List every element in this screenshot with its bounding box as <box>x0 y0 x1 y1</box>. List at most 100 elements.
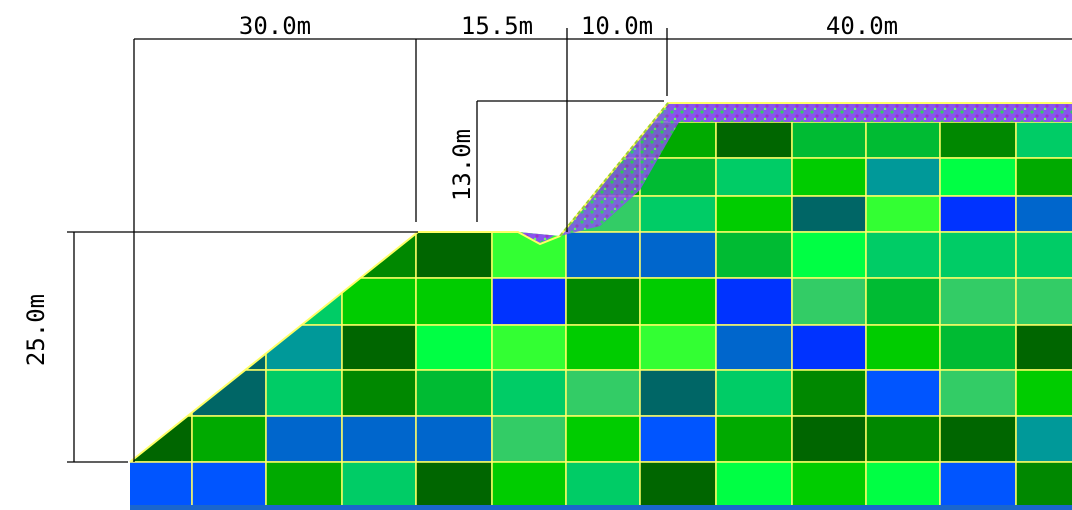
mesh-cell <box>265 369 343 417</box>
mesh-cell <box>130 277 193 326</box>
mesh-cell <box>341 157 417 197</box>
mesh-cell <box>565 461 641 507</box>
mesh-cell <box>1015 461 1072 507</box>
mesh-cell <box>715 121 793 159</box>
mesh-cell <box>565 369 641 417</box>
dimension-lines <box>67 28 1072 463</box>
mesh-cell <box>565 231 641 279</box>
mesh-cell <box>865 121 941 159</box>
mesh-cell <box>791 121 867 159</box>
mesh-cell <box>1015 369 1072 417</box>
mesh-cell <box>939 369 1017 417</box>
mesh-cell <box>265 195 343 233</box>
top-vegetation-band <box>668 103 1072 122</box>
mesh-cell <box>865 461 941 507</box>
mesh-cell <box>341 324 417 371</box>
mesh-cell <box>639 324 717 371</box>
mesh-cell <box>1015 324 1072 371</box>
dim-label-10m: 10.0m <box>581 12 653 40</box>
mesh-cell <box>565 277 641 326</box>
dim-label-15-5m: 15.5m <box>461 12 533 40</box>
mesh-cell <box>191 461 267 507</box>
mesh-cell <box>715 369 793 417</box>
mesh-cell <box>415 324 493 371</box>
mesh-cell <box>130 195 193 233</box>
mesh-cell <box>715 461 793 507</box>
mesh-cell <box>939 231 1017 279</box>
mesh-cell <box>865 324 941 371</box>
mesh-cell <box>415 415 493 463</box>
mesh-cell <box>341 415 417 463</box>
mesh-cell <box>191 195 267 233</box>
mesh-cell <box>415 461 493 507</box>
mesh-cell <box>865 415 941 463</box>
dim-label-25m: 25.0m <box>22 294 50 366</box>
mesh-cell <box>415 231 493 279</box>
mesh-cell <box>130 461 193 507</box>
mesh-cell <box>1015 121 1072 159</box>
mesh-cell <box>341 277 417 326</box>
mesh-cell <box>939 121 1017 159</box>
mesh-cell <box>791 461 867 507</box>
dim-label-40m: 40.0m <box>826 12 898 40</box>
mesh-cell <box>565 324 641 371</box>
mesh-cell <box>865 369 941 417</box>
mesh-cell <box>191 103 267 123</box>
mesh-cell <box>265 415 343 463</box>
mesh-cell <box>491 369 567 417</box>
mesh-cell <box>341 195 417 233</box>
mesh-cell <box>1015 231 1072 279</box>
mesh-cell <box>565 415 641 463</box>
mesh-cell <box>791 157 867 197</box>
mesh-cell <box>265 103 343 123</box>
mesh-cell <box>939 415 1017 463</box>
mesh-cell <box>491 121 567 159</box>
mesh-cell <box>1015 157 1072 197</box>
mesh-cell <box>1015 415 1072 463</box>
mesh-cell <box>130 121 193 159</box>
slope-face-line <box>559 102 669 237</box>
mesh-cell <box>265 157 343 197</box>
mesh-cell <box>639 415 717 463</box>
mesh-cell <box>791 277 867 326</box>
mesh-cell <box>491 231 567 279</box>
mesh-cell <box>341 103 417 123</box>
mesh-cell <box>715 324 793 371</box>
mesh-cell <box>191 415 267 463</box>
bench-surface-band <box>518 232 560 244</box>
mesh-cell <box>265 461 343 507</box>
mesh-cell <box>1015 195 1072 233</box>
mesh-cell <box>130 324 193 371</box>
slope-surface-band <box>560 103 690 236</box>
mesh-cell <box>939 195 1017 233</box>
mesh-cell <box>130 157 193 197</box>
mesh-cell <box>191 157 267 197</box>
mesh-cell <box>565 103 641 123</box>
mesh-cell <box>865 157 941 197</box>
mesh-cell <box>415 369 493 417</box>
mesh-cell <box>791 195 867 233</box>
mesh-cell <box>715 415 793 463</box>
mesh-cell <box>191 369 267 417</box>
mesh-cell <box>639 231 717 279</box>
mesh-cell <box>639 277 717 326</box>
mesh-cell <box>265 324 343 371</box>
mesh-cell <box>791 369 867 417</box>
mesh-cell <box>791 415 867 463</box>
mesh-cell <box>341 461 417 507</box>
mesh-cell <box>130 415 193 463</box>
mesh-cell <box>865 195 941 233</box>
mesh-cell <box>715 231 793 279</box>
mesh-cell <box>341 369 417 417</box>
mesh-cell <box>939 277 1017 326</box>
terrain-mesh <box>130 103 1072 510</box>
mesh-cell <box>415 103 493 123</box>
mesh-cell <box>130 231 193 279</box>
mesh-cell <box>639 461 717 507</box>
mesh-cell <box>191 277 267 326</box>
mesh-cell <box>491 415 567 463</box>
mesh-cell <box>639 195 717 233</box>
mesh-cell <box>791 324 867 371</box>
mesh-cell <box>939 157 1017 197</box>
